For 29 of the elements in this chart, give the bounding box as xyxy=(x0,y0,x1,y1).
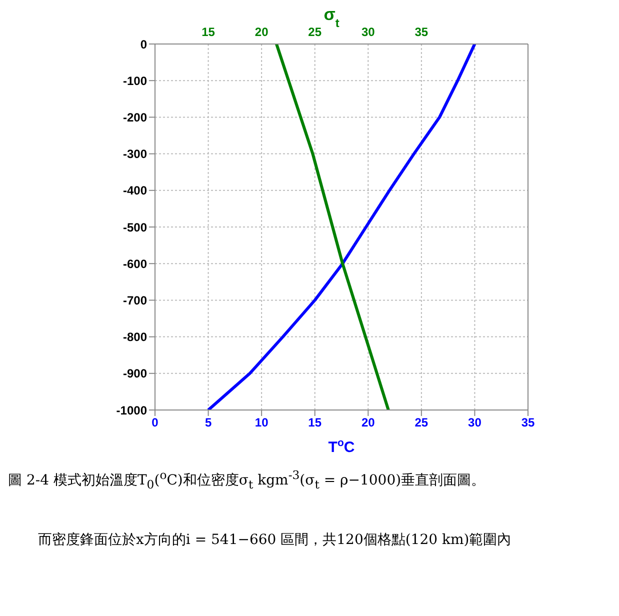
x2-tick-label: 35 xyxy=(414,25,428,39)
x2-tick-label: 25 xyxy=(308,25,322,39)
y-tick-label: -300 xyxy=(122,147,148,162)
x2-axis-title: σ$_{t}$ xyxy=(324,5,340,30)
x-tick-label: 25 xyxy=(414,416,428,430)
text: 圖 2-4 模式初始溫度T$_{0}$($^{o}$C)和位密度σ$_{t}$ kgm$^{-3}$(σ$_{t}$ = ρ−1000)垂直剖面圖。 xyxy=(8,468,486,492)
line-series xyxy=(206,44,476,410)
y-tick-label: -100 xyxy=(122,74,148,88)
x-tick-label: 0 xyxy=(152,416,159,430)
x2-tick-label: 20 xyxy=(254,25,269,39)
y-tick-label: 0 xyxy=(140,37,148,52)
y-tick-label: -800 xyxy=(122,330,148,344)
x-tick-label: 15 xyxy=(308,416,322,430)
text: 而密度鋒面位於x方向的i = 541−660 區間，共120個格點(120 km)範圍內 xyxy=(38,531,512,550)
x-tick-label: 35 xyxy=(521,416,535,430)
x2-tick-label: 15 xyxy=(202,25,216,39)
y-tick-label: -900 xyxy=(122,366,148,381)
x-tick-label: 20 xyxy=(361,416,376,430)
y-tick-label: -700 xyxy=(122,293,148,308)
x-tick-label: 30 xyxy=(468,416,482,430)
y-tick-label: -500 xyxy=(122,220,148,234)
x-axis-title: T$^{o}$C xyxy=(328,437,355,456)
x-tick-label: 5 xyxy=(204,416,212,430)
x-tick-label: 10 xyxy=(254,416,269,430)
y-tick-label: -600 xyxy=(122,256,148,271)
y-tick-label: -1000 xyxy=(116,403,148,418)
y-tick-label: -200 xyxy=(122,110,148,124)
x2-tick-label: 30 xyxy=(361,25,376,39)
y-tick-label: -400 xyxy=(122,184,148,198)
